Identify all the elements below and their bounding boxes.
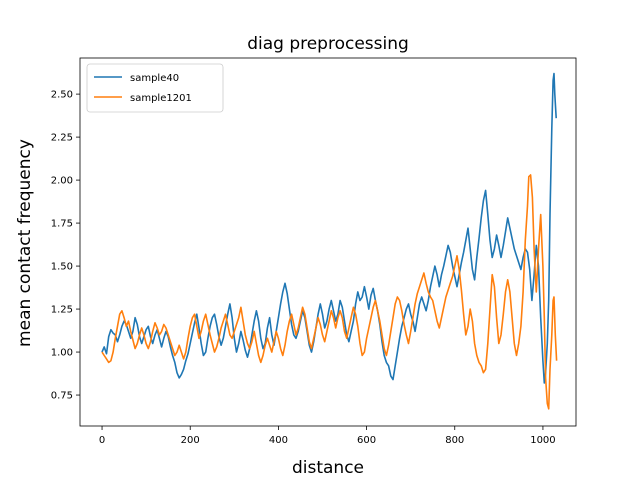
- plot-frame: [79, 57, 577, 427]
- x-tick-label: 0: [99, 435, 105, 446]
- legend-label-sample40: sample40: [130, 73, 179, 84]
- plot-area: 0 200 400 600 800 1000 0.75 1.00 1.25 1.50 1.75 2.0…: [51, 57, 577, 446]
- y-tick-label: 0.75: [51, 391, 73, 402]
- chart-title: diag preprocessing: [247, 34, 409, 54]
- legend: sample40 sample1201: [86, 63, 224, 113]
- y-axis-label: mean contact frequency: [15, 139, 35, 347]
- legend-label-sample1201: sample1201: [130, 93, 192, 104]
- y-tick-label: 1.50: [51, 262, 73, 273]
- x-tick-label: 1000: [530, 435, 555, 446]
- y-tick-label: 2.00: [51, 176, 73, 187]
- y-tick-label: 2.50: [51, 90, 73, 101]
- x-axis-label: distance: [292, 458, 364, 478]
- x-tick-label: 400: [269, 435, 288, 446]
- series-line-sample40: [101, 72, 557, 384]
- y-tick-label: 2.25: [51, 133, 73, 144]
- y-tick-label: 1.25: [51, 305, 73, 316]
- legend-box: [86, 63, 224, 113]
- y-tick-label: 1.00: [51, 348, 73, 359]
- y-tick-label: 1.75: [51, 219, 73, 230]
- x-tick-label: 800: [445, 435, 464, 446]
- x-tick-label: 200: [181, 435, 200, 446]
- series-line-sample1201: [101, 174, 558, 410]
- x-tick-label: 600: [357, 435, 376, 446]
